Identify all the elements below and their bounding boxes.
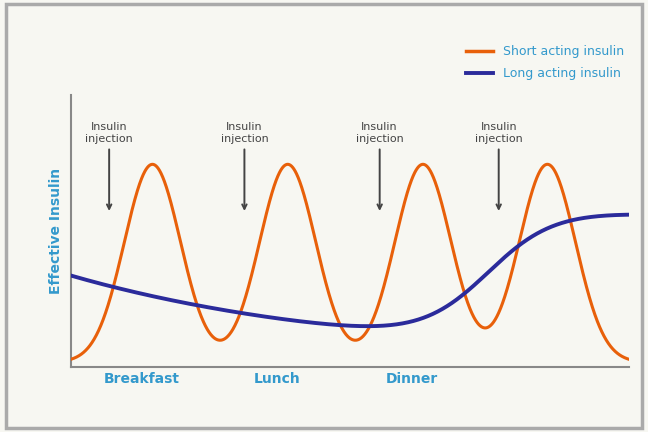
Text: Insulin
injection: Insulin injection — [356, 122, 404, 209]
Text: Insulin
injection: Insulin injection — [86, 122, 133, 209]
Text: Insulin
injection: Insulin injection — [475, 122, 522, 209]
Text: Insulin
injection: Insulin injection — [220, 122, 268, 209]
Legend: Short acting insulin, Long acting insulin: Short acting insulin, Long acting insuli… — [462, 41, 628, 84]
Y-axis label: Effective Insulin: Effective Insulin — [49, 168, 63, 294]
